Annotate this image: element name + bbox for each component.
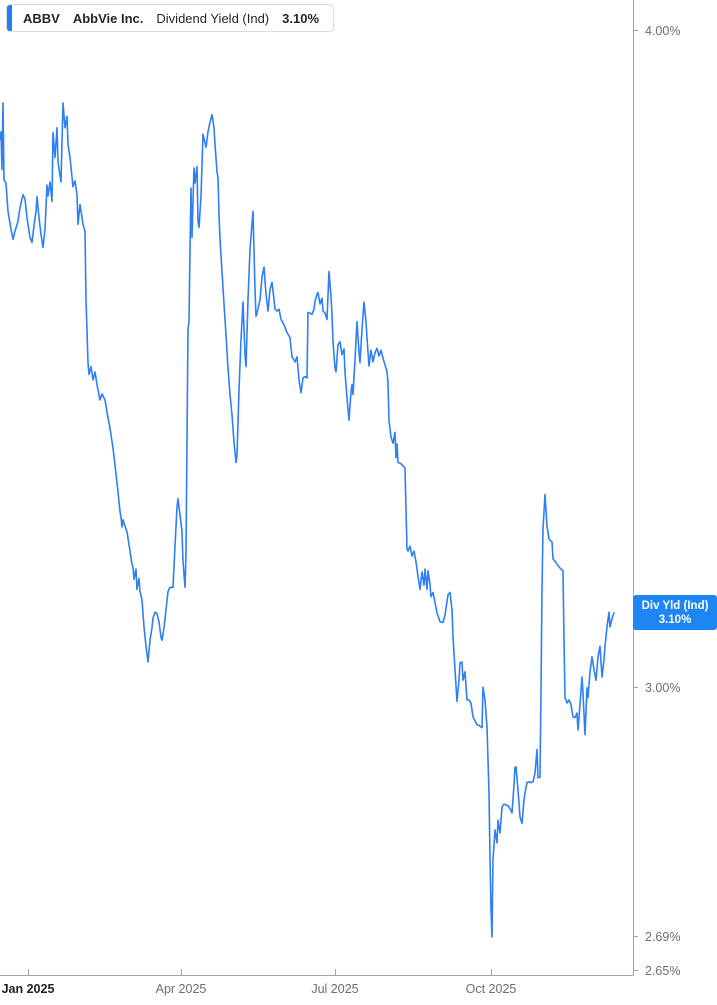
- legend-metric: Dividend Yield (Ind): [156, 10, 270, 26]
- legend-accent-bar: [7, 5, 12, 31]
- legend-chip[interactable]: ABBV AbbVie Inc. Dividend Yield (Ind) 3.…: [6, 4, 335, 32]
- last-value-flag-value: 3.10%: [658, 613, 692, 626]
- last-value-flag-metric: Div Yld (Ind): [641, 599, 709, 612]
- x-tick-label: Jan 2025: [2, 982, 55, 996]
- x-tick-label: Oct 2025: [466, 982, 517, 996]
- y-tick-label: 2.65%: [645, 964, 680, 978]
- legend-value: 3.10%: [282, 10, 320, 26]
- y-tick-label: 2.69%: [645, 930, 680, 944]
- y-tick-label: 4.00%: [645, 24, 680, 38]
- x-tick-label: Jul 2025: [311, 982, 358, 996]
- x-tick-label: Apr 2025: [156, 982, 207, 996]
- last-value-axis-flag: Div Yld (Ind) 3.10%: [633, 595, 717, 630]
- legend-company: AbbVie Inc.: [72, 10, 144, 26]
- legend-ticker: ABBV: [23, 10, 60, 26]
- y-tick-label: 3.00%: [645, 681, 680, 695]
- series-line-div-yld: [0, 102, 615, 938]
